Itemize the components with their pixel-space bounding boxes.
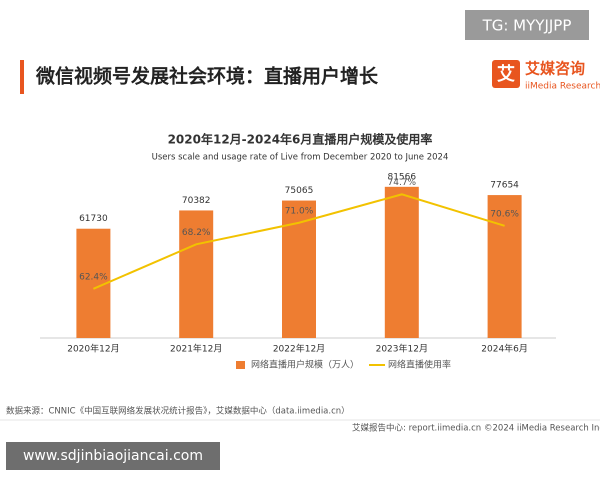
logo-glyph: 艾 [497,63,515,85]
bar [179,210,214,338]
chart-subtitle: Users scale and usage rate of Live from … [152,153,449,163]
bar [384,186,419,338]
bar-label: 77654 [490,181,519,191]
bar-label: 70382 [182,196,211,206]
logo-icon [492,60,520,88]
source: 数据来源：CNNIC《中国互联网络发展状况统计报告》，艾媒数据中心（data.i… [6,406,350,417]
title-accent [20,60,24,94]
report-center: 艾媒报告中心: report.iimedia.cn [352,423,481,434]
watermark-bg [6,442,220,470]
bar [487,195,522,338]
watermark: www.sdjinbiaojiancai.com [23,448,203,464]
badge: TG: MYYJJPP [482,17,572,35]
x-tick-label: 2023年12月 [376,343,428,355]
line-label: 71.0% [285,206,314,216]
x-tick-label: 2021年12月 [170,343,222,355]
line-label: 70.6% [490,209,519,219]
badge-bg [465,10,589,40]
bar [282,200,316,338]
brand-en: iiMedia Research [525,82,600,92]
x-tick-label: 2024年6月 [481,343,528,355]
line-label: 74.7% [388,178,417,188]
page-title: 微信视频号发展社会环境：直播用户增长 [35,65,379,88]
x-tick-label: 2022年12月 [273,343,325,355]
bar-label: 81566 [387,172,416,182]
bar-label: 61730 [79,214,108,224]
legend-label: 网络直播使用率 [388,359,451,371]
line [93,193,505,290]
x-tick-label: 2020年12月 [67,343,119,355]
legend-label: 网络直播用户规模（万人） [251,359,359,371]
line-label: 68.2% [182,228,211,238]
line-label: 62.4% [79,272,108,282]
bar-label: 75065 [285,186,314,196]
copyright: ©2024 iiMedia Research Inc [484,424,600,434]
legend-swatch [236,361,245,369]
brand: 艾媒咨询 [525,60,585,78]
chart-title: 2020年12月-2024年6月直播用户规模及使用率 [168,132,433,147]
